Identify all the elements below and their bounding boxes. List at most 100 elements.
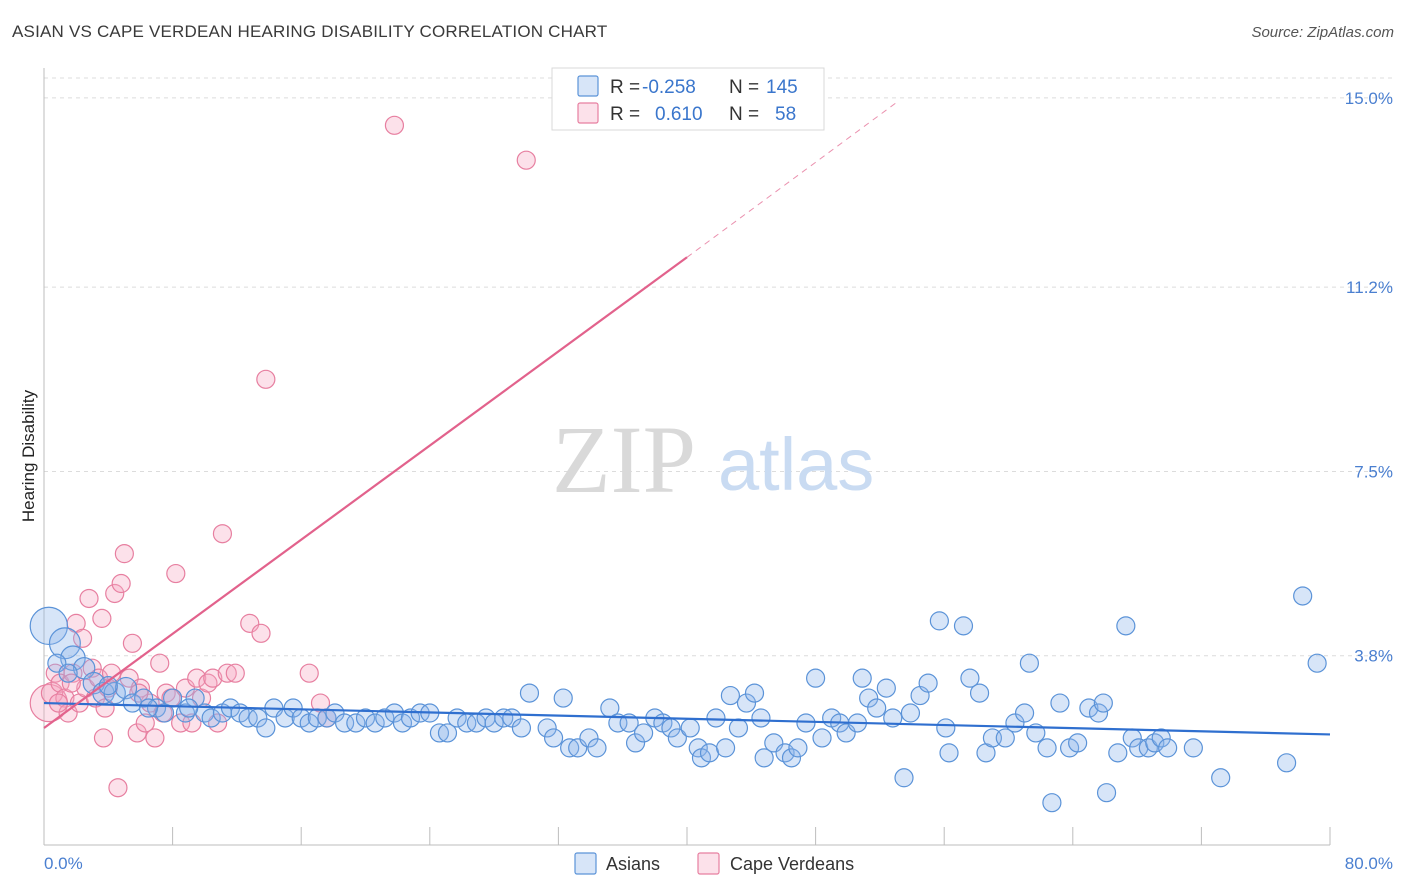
asian-points xyxy=(29,586,1327,813)
cape-point-33 xyxy=(166,563,186,584)
y-tick-label-0: 3.8% xyxy=(1354,647,1393,666)
watermark-atlas: atlas xyxy=(718,423,874,506)
asian-point-108 xyxy=(995,728,1015,748)
bottom-legend-asian: Asians xyxy=(606,854,660,874)
cape-point-3 xyxy=(50,673,70,693)
asian-point-136 xyxy=(58,663,78,683)
legend-r-label-asian: R = xyxy=(610,77,640,98)
legend-n-label-cape: N = xyxy=(729,104,759,125)
asian-point-53 xyxy=(543,728,564,748)
axes xyxy=(43,68,1331,846)
cape-point-36 xyxy=(182,713,202,733)
asian-point-93 xyxy=(867,698,887,718)
asian-point-12 xyxy=(163,688,183,708)
asian-point-42 xyxy=(437,723,458,743)
asian-point-128 xyxy=(1151,728,1171,748)
cape-point-15 xyxy=(92,608,112,628)
cape-point-44 xyxy=(225,663,245,683)
x-tick-min: 0.0% xyxy=(44,854,83,873)
asian-point-126 xyxy=(1138,738,1158,758)
cape-point-21 xyxy=(111,573,131,594)
y-tick-label-1: 7.5% xyxy=(1354,462,1393,481)
y-axis-label: Hearing Disability xyxy=(19,389,38,522)
asian-point-79 xyxy=(754,748,774,768)
asian-point-58 xyxy=(587,738,607,758)
cape-point-30 xyxy=(150,653,170,673)
cape-point-40 xyxy=(203,668,223,688)
asian-point-54 xyxy=(553,688,573,708)
cape-point-11 xyxy=(79,588,99,609)
legend-n-value-cape: 58 xyxy=(775,104,796,125)
source-label: Source: ZipAtlas.com xyxy=(1251,24,1394,41)
legend-r-label-cape: R = xyxy=(610,104,640,125)
asian-point-34 xyxy=(365,713,385,733)
asian-point-117 xyxy=(1068,733,1088,753)
asian-point-103 xyxy=(953,616,974,636)
asian-point-38 xyxy=(400,708,421,728)
asian-point-74 xyxy=(720,685,741,706)
asian-point-81 xyxy=(775,743,795,763)
trend-lines xyxy=(43,102,1331,736)
asian-point-32 xyxy=(346,713,366,733)
legend-r-value-asian: -0.258 xyxy=(642,77,696,98)
bottom-legend-cape: Cape Verdeans xyxy=(730,854,854,874)
asian-point-138 xyxy=(138,698,159,718)
asian-point-131 xyxy=(1211,768,1231,788)
asian-point-76 xyxy=(736,693,757,713)
watermark-zip: ZIP xyxy=(552,406,696,513)
asian-point-115 xyxy=(1050,693,1070,713)
asian-point-77 xyxy=(744,683,765,703)
asian-point-85 xyxy=(805,668,826,688)
asian-point-67 xyxy=(667,728,687,748)
bottom-legend-swatch-asian xyxy=(574,852,597,875)
cape-point-43 xyxy=(217,663,237,683)
legend-top: R = -0.258 N = 145 R = 0.610 N = 58 xyxy=(551,67,825,131)
legend-swatch-asian xyxy=(577,75,599,97)
asian-point-101 xyxy=(936,718,956,738)
chart-title: ASIAN VS CAPE VERDEAN HEARING DISABILITY… xyxy=(12,22,608,41)
asian-point-83 xyxy=(788,738,808,758)
cape-point-20 xyxy=(108,778,128,798)
asian-point-113 xyxy=(1037,738,1057,758)
asian-point-41 xyxy=(429,723,450,743)
asian-point-86 xyxy=(812,728,832,748)
asian-point-22 xyxy=(256,718,276,738)
asian-point-123 xyxy=(1116,616,1136,636)
legend-n-label-asian: N = xyxy=(729,77,759,98)
asian-point-73 xyxy=(715,738,736,758)
cape-point-27 xyxy=(135,713,155,733)
bottom-legend-swatch-cape xyxy=(697,852,720,875)
legend-r-value-cape: 0.610 xyxy=(655,104,703,125)
asian-point-120 xyxy=(1093,693,1113,713)
asian-point-102 xyxy=(939,743,959,763)
asian-point-31 xyxy=(335,713,355,733)
asian-point-110 xyxy=(1014,703,1035,723)
cape-trend-line xyxy=(43,256,688,729)
asian-point-51 xyxy=(519,683,540,703)
asian-point-104 xyxy=(960,668,980,688)
grid-lines xyxy=(44,77,1392,657)
cape-point-24 xyxy=(122,633,143,653)
cape-point-46 xyxy=(251,623,271,643)
cape-point-52 xyxy=(516,150,536,170)
asian-point-105 xyxy=(969,683,990,703)
cape-point-19 xyxy=(105,583,125,604)
asian-point-71 xyxy=(699,743,720,763)
cape-point-47 xyxy=(256,369,276,389)
asian-point-119 xyxy=(1088,703,1109,723)
asian-point-55 xyxy=(560,738,580,758)
asian-point-52 xyxy=(537,718,557,738)
asian-point-97 xyxy=(900,703,921,723)
asian-point-0 xyxy=(29,606,69,646)
asian-trend-line xyxy=(43,701,1331,736)
asian-point-129 xyxy=(1158,738,1178,758)
asian-point-33 xyxy=(355,708,376,728)
asian-point-96 xyxy=(894,768,914,788)
asian-point-9 xyxy=(134,688,154,708)
cape-point-37 xyxy=(187,668,207,688)
asian-point-30 xyxy=(325,703,345,723)
asian-point-57 xyxy=(579,728,599,748)
asian-point-130 xyxy=(1183,738,1203,758)
legend-swatch-cape xyxy=(577,102,599,124)
